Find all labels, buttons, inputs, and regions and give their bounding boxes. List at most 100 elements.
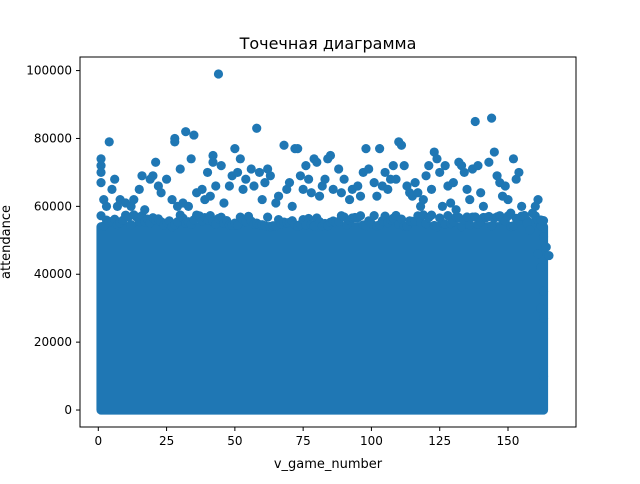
scatter-point	[257, 194, 267, 205]
scatter-point	[424, 161, 434, 171]
x-tick-label: 150	[497, 434, 520, 448]
scatter-point	[219, 198, 229, 208]
scatter-point	[186, 154, 196, 164]
y-axis-label: attendance	[0, 205, 14, 279]
scatter-point	[241, 174, 251, 184]
scatter-point	[205, 191, 215, 201]
scatter-point	[361, 144, 371, 154]
y-tick-label: 80000	[34, 131, 72, 145]
x-tick-label: 75	[296, 434, 311, 448]
scatter-point	[538, 232, 549, 242]
x-tick-label: 100	[360, 434, 383, 448]
scatter-point	[232, 167, 243, 178]
scatter-point	[254, 167, 265, 178]
scatter-point	[238, 184, 248, 194]
scatter-point	[541, 242, 551, 252]
scatter-point	[134, 184, 144, 194]
scatter-point	[167, 194, 177, 205]
scatter-point	[304, 174, 314, 184]
scatter-point	[328, 184, 338, 194]
scatter-point	[443, 211, 453, 221]
scatter-point	[440, 161, 450, 171]
scatter-point	[175, 164, 185, 174]
scatter-point	[536, 303, 546, 313]
scatter-point	[246, 164, 256, 174]
scatter-point	[301, 161, 311, 171]
scatter-point	[273, 191, 284, 201]
scatter-point	[96, 161, 106, 171]
scatter-point	[202, 167, 213, 178]
scatter-point	[224, 181, 235, 191]
scatter-point	[249, 181, 259, 191]
scatter-point	[544, 250, 554, 261]
scatter-point	[484, 157, 494, 167]
scatter-point	[298, 184, 308, 194]
scatter-point	[339, 174, 349, 184]
scatter-point	[336, 188, 346, 198]
scatter-point	[465, 194, 475, 205]
scatter-point	[189, 130, 199, 140]
axes-layer: 0 25 50 75 100 125 150 0 20000 40000 60000 80000 100…	[26, 56, 577, 448]
scatter-point	[465, 220, 475, 230]
scatter-point	[426, 210, 437, 220]
scatter-point	[517, 201, 527, 211]
scatter-point	[533, 194, 543, 205]
x-axis-label: v_game_number	[274, 457, 383, 472]
scatter-point	[369, 177, 379, 188]
scatter-point	[96, 154, 106, 164]
scatter-point	[181, 127, 191, 137]
scatter-point	[306, 188, 316, 198]
scatter-point	[421, 171, 431, 181]
scatter-point	[487, 113, 497, 123]
scatter-point	[325, 150, 336, 161]
scatter-point	[476, 188, 486, 198]
scatter-point	[388, 161, 398, 171]
scatter-point	[380, 167, 390, 178]
scatter-point	[391, 174, 401, 184]
scatter-point	[320, 174, 330, 184]
scatter-point	[293, 144, 303, 154]
scatter-point	[96, 177, 106, 188]
scatter-point	[506, 208, 516, 218]
x-tick-label: 0	[94, 434, 102, 448]
y-tick-label: 40000	[34, 267, 72, 281]
scatter-point	[399, 161, 409, 171]
scatter-point	[208, 157, 218, 167]
scatter-point	[208, 150, 218, 161]
scatter-point	[295, 171, 306, 181]
scatter-point	[508, 154, 519, 164]
scatter-point	[538, 371, 549, 381]
scatter-point	[538, 313, 549, 323]
scatter-point	[437, 201, 448, 211]
plot-frame	[79, 56, 577, 428]
scatter-point	[478, 201, 489, 211]
scatter-point	[287, 201, 297, 211]
scatter-point	[487, 221, 497, 231]
scatter-point	[533, 249, 543, 259]
scatter-point	[137, 171, 147, 181]
scatter-point	[383, 184, 393, 194]
scatter-point	[355, 211, 366, 221]
scatter-point	[432, 154, 442, 164]
scatter-point	[265, 171, 275, 181]
scatter-point	[375, 144, 385, 154]
scatter-point	[353, 181, 363, 191]
scatter-point	[470, 116, 480, 127]
scatter-point	[344, 194, 355, 205]
x-tick-label: 125	[428, 434, 451, 448]
y-tick-label: 100000	[26, 64, 72, 78]
scatter-point	[489, 147, 499, 157]
scatter-point	[451, 205, 461, 215]
scatter-point	[140, 205, 150, 215]
scatter-point	[156, 188, 166, 198]
x-tick-label: 25	[159, 434, 174, 448]
scatter-point	[413, 188, 423, 198]
scatter-point	[503, 194, 513, 205]
scatter-point	[230, 144, 240, 154]
scatter-point	[170, 133, 180, 144]
scatter-point	[151, 157, 161, 167]
scatter-point	[426, 184, 437, 194]
scatter-point	[104, 137, 114, 147]
